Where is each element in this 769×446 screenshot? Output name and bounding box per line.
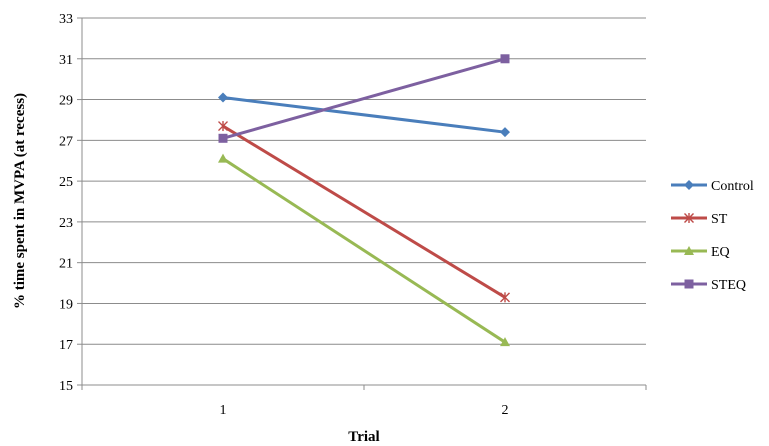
series-line — [222, 124, 506, 299]
series-line — [222, 57, 506, 140]
legend-marker — [684, 246, 694, 255]
legend-label: Control — [711, 179, 754, 194]
series-control — [218, 92, 510, 138]
series-lines — [218, 54, 510, 347]
y-tick-label: 31 — [59, 53, 73, 68]
legend-item: Control — [671, 179, 754, 194]
axes — [77, 17, 647, 390]
data-point — [218, 121, 228, 132]
gridlines — [82, 17, 646, 386]
y-tick-label: 33 — [59, 12, 73, 27]
data-point — [218, 92, 228, 103]
y-tick-label: 23 — [59, 216, 73, 231]
y-tick-label: 29 — [59, 94, 73, 109]
data-point — [500, 292, 510, 303]
x-axis-label: Trial — [348, 429, 379, 445]
y-tick-label: 27 — [59, 134, 73, 149]
y-tick-label: 19 — [59, 297, 73, 312]
legend-marker — [684, 213, 694, 223]
legend-item: STEQ — [671, 278, 746, 293]
data-point — [500, 337, 510, 347]
legend-item: ST — [671, 212, 728, 227]
tick-labels: 15 17 19 21 23 25 27 29 31 33 1 2 — [59, 12, 509, 418]
series-st — [218, 121, 510, 303]
series-line — [222, 157, 506, 344]
legend-marker — [684, 180, 694, 190]
legend-label: ST — [711, 212, 728, 227]
y-tick-label: 21 — [59, 257, 73, 272]
data-point — [218, 133, 228, 143]
data-point — [218, 153, 228, 163]
series-steq — [218, 54, 510, 143]
series-eq — [218, 153, 510, 347]
data-point — [500, 127, 510, 138]
legend-marker — [684, 279, 694, 289]
legend-label: STEQ — [711, 278, 746, 293]
legend-label: EQ — [711, 245, 730, 260]
x-tick-label: 1 — [220, 403, 227, 418]
series-line — [222, 96, 506, 134]
y-tick-label: 17 — [59, 338, 73, 353]
y-axis-label: % time spent in MVPA (at recess) — [12, 93, 28, 309]
data-point — [500, 54, 510, 64]
legend-item: EQ — [671, 245, 730, 260]
y-tick-label: 25 — [59, 175, 73, 190]
x-tick-label: 2 — [502, 403, 509, 418]
y-tick-label: 15 — [59, 379, 73, 394]
